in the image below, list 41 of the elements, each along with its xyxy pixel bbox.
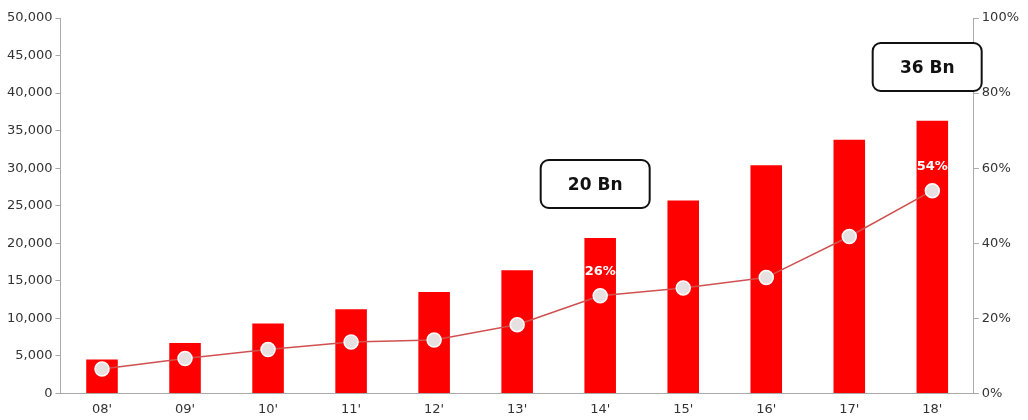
y-tick-label: 15,000	[6, 272, 53, 288]
bar	[750, 165, 783, 393]
y2-tick-label: 100%	[981, 9, 1020, 25]
x-tick-label: 14'	[590, 400, 611, 416]
bar	[252, 323, 284, 393]
y-tick-label: 10,000	[6, 309, 53, 325]
y2-tick-label: 20%	[981, 309, 1011, 325]
y-tick-label: 20,000	[6, 234, 53, 250]
x-tick-label: 09'	[174, 400, 196, 416]
x-tick-label: 08'	[91, 400, 113, 416]
x-tick-label: 17'	[839, 400, 860, 416]
x-tick-label: 10'	[258, 400, 279, 416]
bar	[335, 309, 367, 393]
y2-tick-label: 60%	[981, 159, 1011, 175]
y-tick-label: 35,000	[6, 121, 53, 137]
rounded-box: 20 Bn	[539, 159, 651, 209]
bar	[667, 200, 699, 393]
y2-tick-label: 40%	[981, 234, 1011, 250]
y2-tick-label: 80%	[981, 84, 1011, 100]
y-tick-label: 45,000	[6, 46, 53, 62]
x-tick-label: 11'	[341, 400, 362, 416]
data-label: 26%	[584, 262, 616, 278]
x-tick-label: 15'	[673, 400, 694, 416]
y-tick-label: 5,000	[15, 347, 53, 363]
y2-tick-label: 0%	[981, 384, 1003, 400]
rounded-box: 36 Bn	[872, 41, 983, 92]
bar	[418, 292, 450, 393]
bar	[501, 270, 533, 393]
bar	[833, 139, 866, 393]
x-tick-label: 16'	[756, 400, 777, 416]
data-label: 54%	[916, 157, 948, 173]
y-tick-label: 0	[44, 384, 53, 400]
x-tick-label: 12'	[424, 400, 445, 416]
y-tick-label: 30,000	[6, 159, 53, 175]
bar	[584, 237, 616, 393]
x-tick-label: 18'	[922, 400, 943, 416]
y-tick-label: 40,000	[6, 84, 53, 100]
y-tick-label: 50,000	[6, 9, 53, 25]
x-tick-label: 13'	[507, 400, 528, 416]
y-tick-label: 25,000	[6, 197, 53, 213]
bar	[916, 120, 949, 393]
